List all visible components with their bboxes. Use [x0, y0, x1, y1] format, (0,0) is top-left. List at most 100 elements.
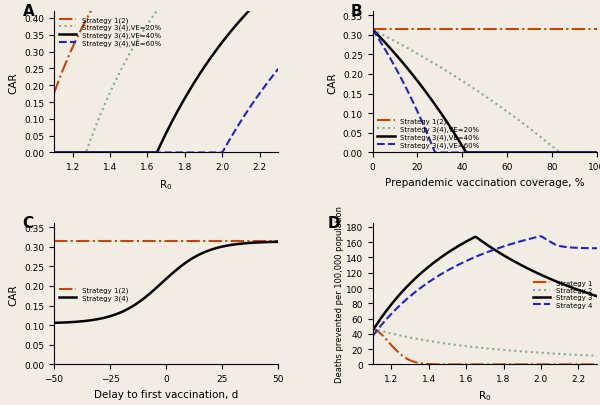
- Strategy 3(4): [191, 255, 199, 260]
- Strategy 3(4): [212, 246, 220, 251]
- Line: Strategy 3(4),VE=20%: Strategy 3(4),VE=20%: [54, 0, 278, 153]
- Strategy 3(4): [50, 321, 58, 326]
- Strategy 4: [369, 334, 376, 339]
- Strategy 1: [532, 362, 539, 367]
- Strategy 3(4),VE=40%: [214, 47, 221, 52]
- Strategy 2: [531, 350, 538, 355]
- Strategy 3(4),VE=40%: [50, 151, 58, 156]
- Y-axis label: Deaths prevented per 100,000 population: Deaths prevented per 100,000 population: [335, 206, 344, 382]
- Strategy 4: [593, 246, 600, 251]
- Strategy 3(4),VE=60%: [275, 67, 282, 72]
- Strategy 1(2): [458, 28, 465, 33]
- Strategy 3(4),VE=20%: [139, 30, 146, 35]
- Strategy 3(4),VE=60%: [443, 151, 450, 156]
- Strategy 2: [396, 333, 403, 338]
- Strategy 1(2): [532, 28, 539, 33]
- Strategy 1(2): [50, 92, 58, 96]
- Y-axis label: CAR: CAR: [327, 72, 337, 94]
- Strategy 1(2): [275, 239, 282, 244]
- Strategy 1: [531, 362, 538, 367]
- Strategy 1(2): [593, 28, 600, 33]
- Text: B: B: [350, 4, 362, 19]
- Strategy 3(4),VE=20%: [369, 28, 376, 33]
- Strategy 3(4),VE=60%: [191, 151, 199, 156]
- Strategy 3(4),VE=40%: [396, 58, 403, 62]
- Strategy 3(4),VE=60%: [139, 151, 146, 156]
- X-axis label: R$_0$: R$_0$: [160, 177, 173, 191]
- Strategy 4: [458, 261, 465, 266]
- Y-axis label: CAR: CAR: [8, 283, 19, 305]
- Strategy 3(4),VE=20%: [442, 69, 449, 74]
- Strategy 3: [472, 235, 479, 240]
- Strategy 3(4),VE=60%: [532, 151, 539, 156]
- Strategy 3(4),VE=20%: [124, 57, 131, 62]
- Strategy 3(4),VE=20%: [532, 131, 539, 136]
- Strategy 4: [396, 303, 403, 308]
- Strategy 3(4),VE=20%: [458, 79, 465, 83]
- Strategy 3: [369, 328, 376, 333]
- Strategy 2: [369, 326, 376, 331]
- Strategy 3(4): [214, 246, 221, 251]
- Strategy 3(4),VE=40%: [593, 151, 600, 156]
- Strategy 1(2): [396, 28, 403, 33]
- Strategy 1: [369, 326, 376, 331]
- Strategy 3(4),VE=40%: [369, 28, 376, 33]
- Strategy 1: [396, 351, 403, 356]
- Strategy 3(4),VE=20%: [510, 115, 517, 119]
- Line: Strategy 3(4): Strategy 3(4): [54, 242, 278, 323]
- Strategy 3(4),VE=40%: [77, 151, 85, 156]
- Line: Strategy 2: Strategy 2: [373, 329, 597, 356]
- Strategy 1(2): [139, 239, 146, 244]
- Strategy 3(4),VE=40%: [532, 151, 539, 156]
- Line: Strategy 1: Strategy 1: [373, 329, 597, 364]
- Strategy 2: [532, 350, 539, 355]
- Strategy 3(4),VE=40%: [191, 79, 199, 84]
- Strategy 1(2): [77, 28, 85, 33]
- Strategy 3(4),VE=40%: [458, 143, 465, 148]
- Strategy 1(2): [214, 239, 221, 244]
- Strategy 4: [532, 235, 539, 240]
- X-axis label: R$_0$: R$_0$: [478, 389, 491, 403]
- Strategy 3(4),VE=20%: [531, 130, 538, 135]
- Strategy 3(4),VE=40%: [442, 118, 449, 123]
- Legend: Strategy 1, Strategy 2, Strategy 3, Strategy 4: Strategy 1, Strategy 2, Strategy 3, Stra…: [532, 279, 593, 309]
- Legend: Strategy 1(2), Strategy 3(4): Strategy 1(2), Strategy 3(4): [58, 286, 130, 303]
- Strategy 3(4),VE=60%: [511, 151, 518, 156]
- Strategy 3: [593, 294, 600, 299]
- X-axis label: Prepandemic vaccination coverage, %: Prepandemic vaccination coverage, %: [385, 177, 584, 187]
- Strategy 3(4): [124, 307, 131, 312]
- Strategy 1(2): [124, 239, 131, 244]
- Line: Strategy 3(4),VE=40%: Strategy 3(4),VE=40%: [373, 30, 597, 153]
- Strategy 1: [442, 362, 449, 367]
- Strategy 2: [593, 354, 600, 358]
- Strategy 3: [511, 259, 518, 264]
- Strategy 1(2): [369, 28, 376, 33]
- Strategy 2: [442, 341, 449, 346]
- Text: D: D: [328, 215, 340, 230]
- Strategy 3: [442, 252, 449, 257]
- Strategy 4: [531, 236, 538, 241]
- Strategy 3: [458, 242, 465, 247]
- Strategy 2: [458, 343, 465, 348]
- Strategy 3(4),VE=60%: [533, 151, 540, 156]
- Text: A: A: [23, 4, 34, 19]
- Strategy 4: [537, 234, 544, 239]
- Strategy 4: [442, 269, 449, 274]
- Strategy 1(2): [442, 28, 449, 33]
- Strategy 3(4),VE=60%: [124, 151, 131, 156]
- Strategy 3(4),VE=60%: [212, 151, 220, 156]
- Strategy 3(4),VE=60%: [50, 151, 58, 156]
- Strategy 3(4),VE=40%: [463, 151, 470, 156]
- Strategy 3(4): [139, 297, 146, 302]
- Legend: Strategy 1(2), Strategy 3(4),VE=20%, Strategy 3(4),VE=40%, Strategy 3(4),VE=60%: Strategy 1(2), Strategy 3(4),VE=20%, Str…: [376, 117, 481, 149]
- Strategy 1(2): [212, 239, 220, 244]
- Strategy 3: [532, 270, 539, 275]
- Strategy 1: [458, 362, 465, 367]
- Line: Strategy 3(4),VE=60%: Strategy 3(4),VE=60%: [54, 70, 278, 153]
- Strategy 3(4),VE=20%: [556, 151, 563, 156]
- Strategy 3(4),VE=60%: [396, 74, 403, 79]
- Strategy 1(2): [50, 239, 58, 244]
- Strategy 3(4),VE=20%: [50, 151, 58, 156]
- Strategy 1(2): [531, 28, 538, 33]
- Line: Strategy 3(4),VE=20%: Strategy 3(4),VE=20%: [373, 30, 597, 153]
